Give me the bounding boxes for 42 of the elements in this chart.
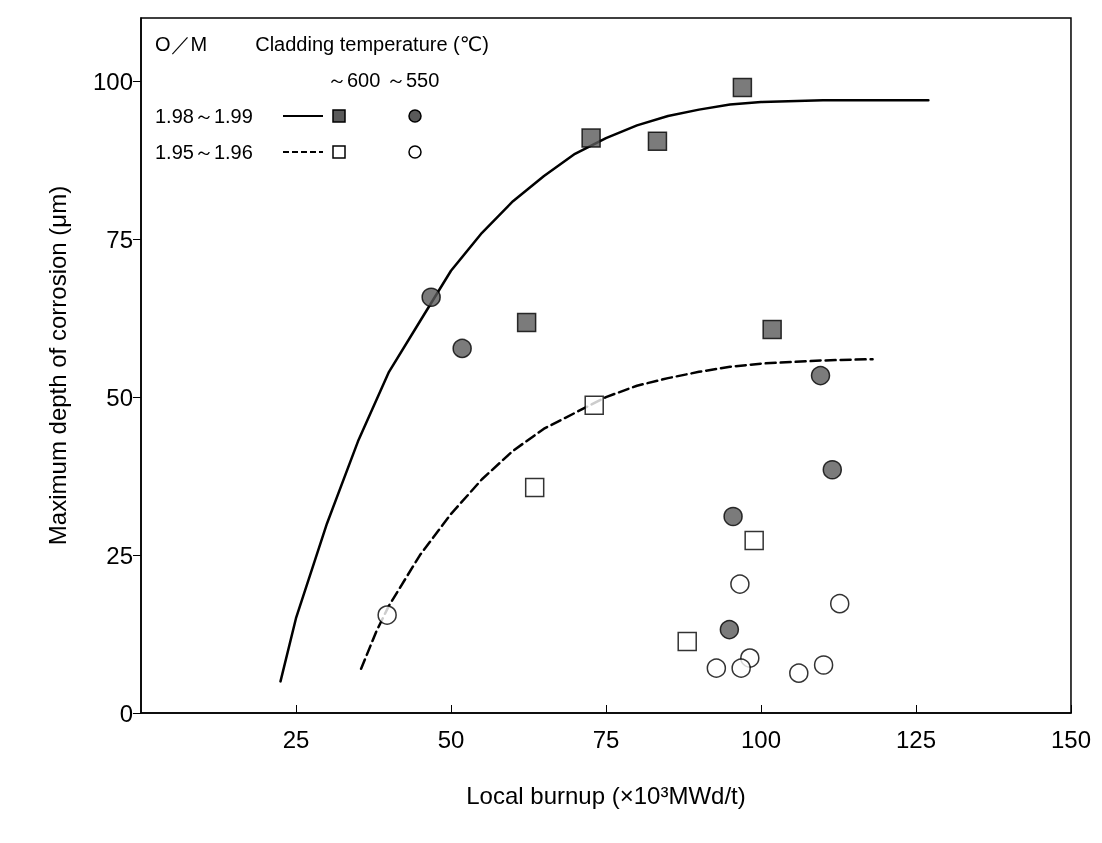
y-tick-label: 25 [106, 541, 133, 569]
point [730, 574, 750, 594]
point [584, 395, 604, 416]
y-axis-title: Maximum depth of corrosion (μm) [43, 185, 71, 546]
x-axis-title: Local burnup (×10³MWd/t) [466, 781, 746, 809]
point [731, 658, 751, 678]
x-tick-label: 100 [740, 725, 782, 753]
x-tick-label: 25 [282, 725, 310, 753]
point [719, 619, 740, 640]
point [723, 506, 743, 527]
point [516, 312, 537, 333]
point [762, 319, 782, 340]
line-series [359, 357, 874, 671]
annotation: O／M [155, 32, 208, 57]
line-series [279, 98, 930, 683]
legend-title: Cladding temperature (℃) [255, 32, 489, 57]
y-tick-label: 0 [119, 699, 133, 727]
point [452, 338, 472, 359]
legend-label: 1.95～1.96 [155, 140, 254, 165]
x-tick-label: 75 [592, 725, 620, 753]
point [581, 128, 601, 148]
point [810, 365, 831, 386]
point [732, 77, 753, 98]
point [677, 631, 697, 652]
x-tick-label: 50 [437, 725, 465, 753]
point [706, 658, 727, 678]
legend-label: 1.98～1.99 [155, 104, 254, 129]
point [829, 593, 850, 614]
x-tick-label: 150 [1050, 725, 1091, 753]
point [789, 663, 809, 683]
y-tick-label: 75 [106, 225, 133, 253]
point [377, 605, 397, 625]
x-tick-label: 125 [895, 725, 937, 753]
y-tick-label: 50 [106, 383, 133, 411]
point [647, 131, 668, 151]
point [744, 530, 764, 551]
point [822, 460, 843, 480]
y-tick-label: 100 [92, 67, 133, 95]
point [813, 655, 834, 675]
annotation: ～600 ～550 [326, 68, 441, 93]
point [421, 287, 441, 308]
point [524, 477, 545, 498]
